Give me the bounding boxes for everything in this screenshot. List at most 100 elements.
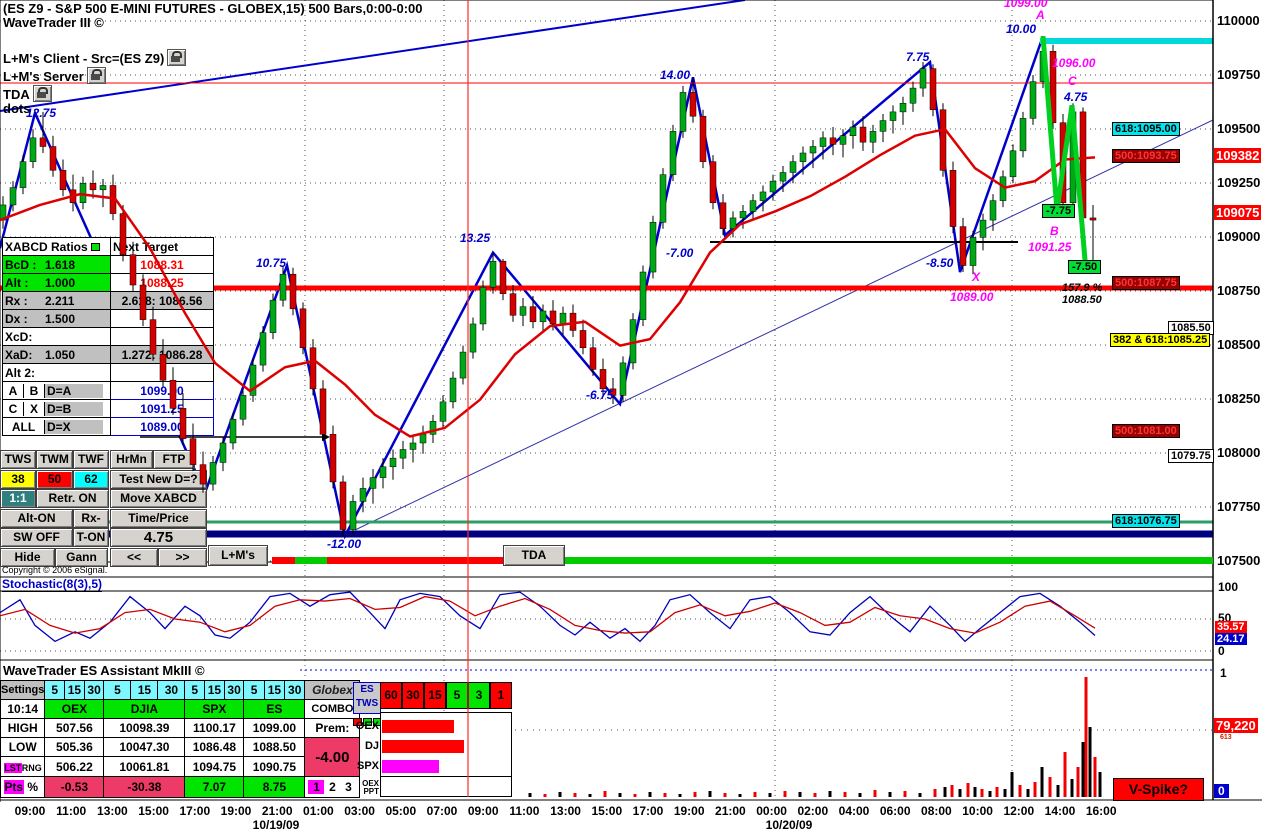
ctl-button-ftp[interactable]: FTP [153, 450, 195, 469]
price-tick-109250: 109250 [1217, 175, 1261, 190]
tf-header-15[interactable]: 15 [64, 681, 84, 699]
xabcd-cell: XaD: 1.050 [2, 345, 111, 364]
ctl-button-move-xabcd[interactable]: Move XABCD [110, 489, 207, 508]
tf-box-3[interactable]: 3 [468, 682, 490, 709]
vspike-alert[interactable]: V-Spike? [1113, 778, 1204, 801]
step-2[interactable]: 2 [329, 780, 336, 794]
fib-label: 500:1093.75 [1112, 149, 1180, 163]
tf-header-5[interactable]: 5 [244, 681, 264, 699]
bottom-scale-zero: 0 [1214, 784, 1229, 798]
stoch-tick-100: 100 [1218, 580, 1239, 594]
status-square [353, 717, 362, 726]
fib-label: 382 & 618:1085.25 [1110, 333, 1211, 347]
settings-cell[interactable]: Settings [0, 680, 46, 700]
wave-point-label: A [1036, 8, 1045, 22]
ctl-button-62[interactable]: 62 [73, 469, 109, 489]
low-value: 1086.48 [184, 737, 245, 757]
ctl-button-test-new-d-[interactable]: Test New D=? [110, 469, 207, 489]
symbol-djia: DJIA [103, 699, 186, 719]
ctl-button-1-1[interactable]: 1:1 [0, 489, 36, 508]
tf-header-30[interactable]: 30 [284, 681, 304, 699]
ctl-button-50[interactable]: 50 [36, 469, 73, 489]
ctl-button-twm[interactable]: TWM [36, 450, 73, 469]
price-tick-107750: 107750 [1217, 499, 1261, 514]
tf-header-15[interactable]: 15 [130, 681, 158, 699]
ctl-button-rx-on[interactable]: Rx-ON [73, 508, 109, 528]
tf-header-30[interactable]: 30 [223, 681, 243, 699]
xabcd-ratios-table: XABCD Ratios Next Target BcD :1.618 1088.31… [2, 237, 214, 436]
tf-header-5[interactable]: 5 [104, 681, 131, 699]
side-label-oex-ppt: OEX PPT [362, 779, 379, 796]
tf-header-15[interactable]: 15 [263, 681, 285, 699]
time-tick: 12:00 [1003, 804, 1035, 818]
ctl-button-hrmn[interactable]: HrMn [110, 450, 153, 469]
wave-point-label: 1091.25 [1028, 240, 1072, 254]
wave-label-1325: 13.25 [460, 231, 491, 245]
low-value: 1088.50 [243, 737, 306, 757]
retrace-detail: 157.9 % [1062, 282, 1103, 294]
ctl-button-38[interactable]: 38 [0, 469, 36, 489]
time-tick: 19:00 [220, 804, 252, 818]
lms-button[interactable]: L+M's [208, 545, 268, 566]
wave-label-1000: 10.00 [1006, 22, 1037, 36]
price-tick-110000: 110000 [1217, 13, 1260, 28]
app-title: WaveTrader III © [3, 15, 104, 30]
ctl-button-hide[interactable]: Hide [0, 547, 55, 567]
wave-point-label: 1096.00 [1052, 56, 1096, 70]
ctl-button--[interactable]: >> [158, 547, 207, 567]
wave-label-775: 7.75 [906, 50, 930, 64]
xabcd-cell: XcD: [2, 327, 111, 346]
tf-header-5[interactable]: 5 [45, 681, 65, 699]
prem-bar-oex [382, 720, 454, 733]
tf-box-30[interactable]: 30 [402, 682, 424, 709]
ctl-button-t-on[interactable]: T-ON [73, 528, 109, 547]
ctl-button-retr-on[interactable]: Retr. ON [36, 489, 109, 508]
stoch-value: 35.57 [1215, 621, 1247, 633]
time-tick: 21:00 [715, 804, 746, 818]
ctl-button-time-price[interactable]: Time/Price [110, 508, 207, 528]
ctl-button-sw-off[interactable]: SW OFF [0, 528, 73, 547]
wave-point-label: 1089.00 [950, 290, 994, 304]
volume-badge: 79,220 [1214, 718, 1258, 733]
high-value: 1100.17 [184, 718, 245, 738]
tf-header-15[interactable]: 15 [204, 681, 224, 699]
ctl-button-alt-on[interactable]: Alt-ON [0, 508, 73, 528]
status-square [363, 717, 372, 726]
lock-icon[interactable] [167, 49, 187, 66]
retrace-detail: 1088.50 [1062, 294, 1102, 306]
tda-button[interactable]: TDA [503, 545, 565, 566]
ctl-button-4-75[interactable]: 4.75 [110, 528, 207, 547]
step-3[interactable]: 3 [345, 780, 352, 794]
ctl-button-gann[interactable]: Gann [55, 547, 108, 567]
time-tick: 03:00 [344, 804, 375, 818]
ctl-button-twf[interactable]: TWF [73, 450, 109, 469]
time-tick: 14:00 [1044, 804, 1076, 818]
green-square-icon [90, 243, 100, 252]
price-badge-109382: 109382 [1214, 148, 1262, 163]
premium-bars-box [380, 712, 512, 797]
wave-label-1275: 12.75 [26, 106, 57, 120]
step-1[interactable]: 1 [308, 780, 325, 794]
lock-icon[interactable] [32, 85, 52, 102]
tda-line: TDA [3, 85, 52, 102]
ctl-button--[interactable]: << [110, 547, 158, 567]
tf-header-30[interactable]: 30 [157, 681, 184, 699]
tf-box-1[interactable]: 1 [490, 682, 512, 709]
fib-label: 1079.75 [1168, 449, 1214, 463]
price-tick-108250: 108250 [1217, 391, 1261, 406]
pts-value: -30.38 [103, 776, 186, 798]
time-tick: 16:00 [1085, 804, 1117, 818]
fib-label: 500:1087.75 [1112, 276, 1180, 290]
tf-header-5[interactable]: 5 [185, 681, 205, 699]
tf-box-15[interactable]: 15 [424, 682, 446, 709]
globex-cell: Globex [304, 680, 361, 700]
ctl-button-tws[interactable]: TWS [0, 450, 36, 469]
tf-header-30[interactable]: 30 [83, 681, 103, 699]
lock-icon[interactable] [86, 67, 106, 84]
pts-value: 7.07 [184, 776, 245, 798]
row-label-lst-rng: LSTRNG [0, 756, 46, 777]
tf-box-60[interactable]: 60 [380, 682, 402, 709]
pts-value: 8.75 [243, 776, 306, 798]
